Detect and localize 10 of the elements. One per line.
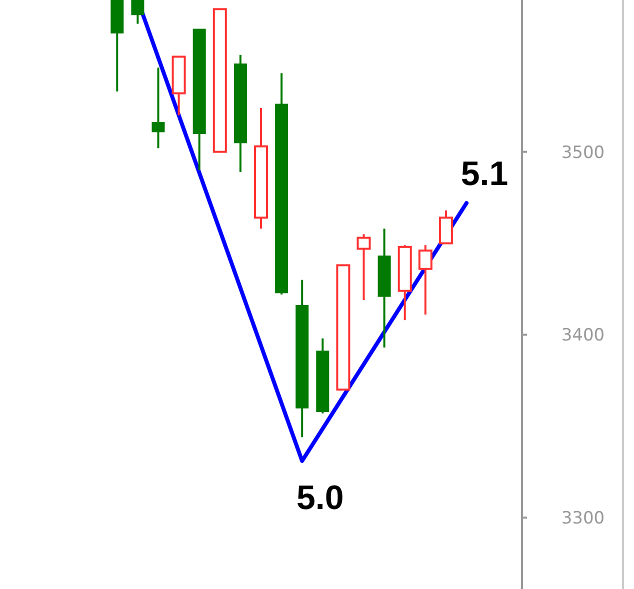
candlestick xyxy=(152,66,165,150)
y-tick-label: 3500 xyxy=(561,142,605,163)
candlestick xyxy=(254,106,268,230)
candlestick xyxy=(378,228,391,349)
y-tick-label: 3400 xyxy=(561,326,605,346)
annotation: 5.0 xyxy=(296,478,344,517)
candlestick xyxy=(234,54,247,173)
annotation: 5.1 xyxy=(460,155,508,194)
candlestick xyxy=(296,278,309,438)
y-tick-label: 3300 xyxy=(561,508,605,529)
